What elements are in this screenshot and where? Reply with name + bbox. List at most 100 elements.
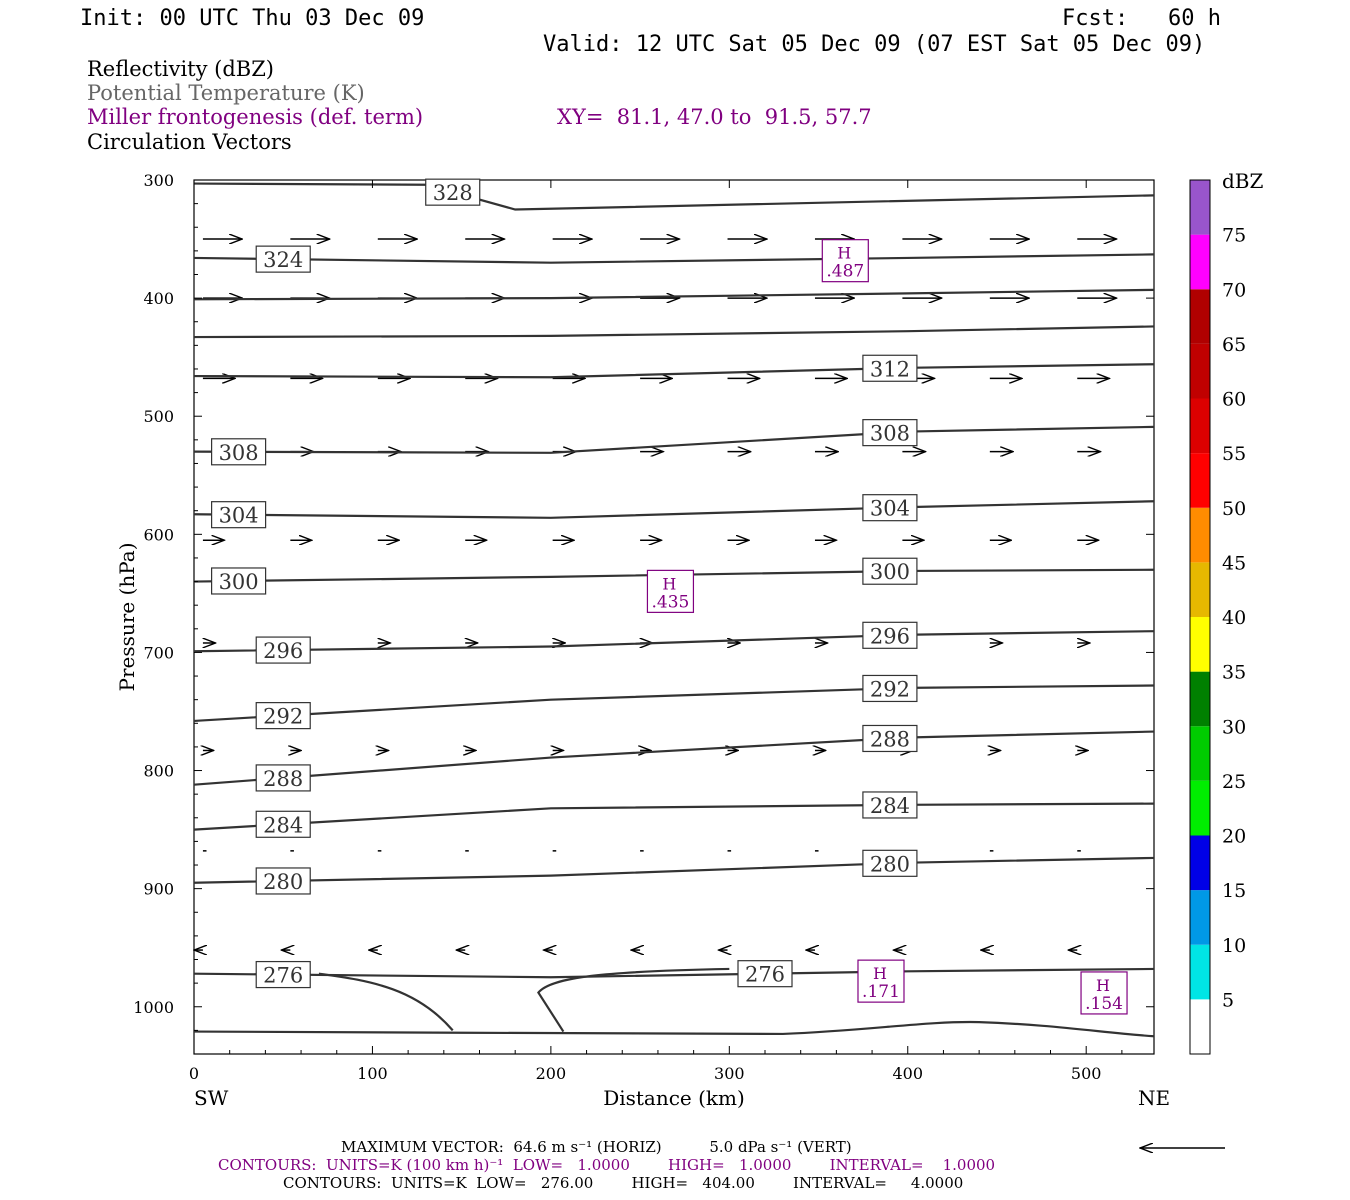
init-time: Init: 00 UTC Thu 03 Dec 09	[80, 6, 425, 31]
isentrope	[193, 730, 1155, 786]
isentrope-label: 276	[745, 963, 785, 987]
isentropes: 328 324 312 308 308 304 304 300 300 296 296 292 292 2…	[193, 178, 1155, 1038]
cross-section-endpoints: XY= 81.1, 47.0 to 91.5, 57.7	[557, 105, 872, 129]
field-theta: Potential Temperature (K)	[87, 81, 365, 105]
colorbar-label: 10	[1222, 935, 1246, 957]
x-tick-label: 500	[1071, 1064, 1102, 1083]
isentrope-label-box	[862, 419, 918, 447]
isentrope	[193, 967, 1155, 979]
x-tick-label: 400	[892, 1064, 923, 1083]
colorbar-label: 70	[1222, 279, 1246, 301]
isentrope-label-box	[862, 354, 918, 382]
colorbar-label: 65	[1222, 334, 1246, 356]
colorbar-unit: dBZ	[1222, 169, 1264, 193]
isentrope-label-box	[862, 849, 918, 877]
colorbar-segment	[1190, 180, 1210, 235]
isentrope	[193, 253, 1155, 264]
isentrope-fold	[318, 972, 454, 1032]
isentrope-label-box	[255, 636, 311, 664]
isentrope-label-box	[255, 960, 311, 989]
forecast-hour: Fcst: 60 h	[1062, 6, 1221, 31]
colorbar-label: 40	[1222, 607, 1246, 629]
frontogenesis-max-value: .154	[1085, 994, 1123, 1014]
colorbar-segment	[1190, 343, 1210, 399]
colorbar-segment	[1190, 835, 1210, 891]
theta-contour-note: CONTOURS: UNITS=K LOW= 276.00 HIGH= 404.…	[283, 1174, 964, 1192]
colorbar-segment	[1190, 562, 1210, 617]
isentrope-label-box	[255, 810, 311, 838]
isentrope	[193, 182, 1155, 211]
x-tick-label: 0	[189, 1064, 199, 1083]
frontogenesis-max-box	[646, 569, 695, 613]
isentrope	[193, 500, 1155, 519]
colorbar-label: 15	[1222, 880, 1246, 902]
isentrope-label-box	[255, 245, 311, 273]
y-tick-label: 400	[143, 289, 174, 308]
x-tick-label: 200	[536, 1064, 567, 1083]
isentrope-label-box	[255, 867, 311, 895]
axis-ticks: 0 100 200 300 400 500 300 400 500 600 700 800 900 100…	[133, 171, 1154, 1083]
isentrope-label: 308	[219, 441, 259, 465]
colorbar-segment	[1190, 726, 1210, 781]
isentrope	[193, 856, 1155, 884]
colorbar-segment	[1190, 234, 1210, 290]
isentrope-label: 324	[263, 248, 303, 272]
colorbar-segment	[1190, 398, 1210, 454]
isentrope-label: 296	[263, 639, 303, 663]
isentrope-label: 312	[870, 357, 910, 381]
colorbar-frame	[1189, 179, 1211, 1055]
isentrope	[193, 684, 1155, 723]
right-direction-label: NE	[1138, 1086, 1170, 1110]
colorbar-label: 25	[1222, 771, 1246, 793]
isentrope-label: 292	[870, 677, 910, 701]
colorbar-segment	[1190, 780, 1210, 836]
isentrope-surface	[193, 1020, 1155, 1038]
y-tick-label: 600	[143, 525, 174, 544]
isentrope-label-box	[737, 960, 793, 988]
colorbar-label: 30	[1222, 716, 1246, 738]
colorbar-segment	[1190, 671, 1210, 727]
valid-time: Valid: 12 UTC Sat 05 Dec 09 (07 EST Sat …	[543, 32, 1206, 57]
isentrope	[193, 325, 1155, 339]
colorbar-segment	[1190, 999, 1210, 1054]
colorbar-segment	[1190, 289, 1210, 344]
isentrope-label-box	[862, 621, 918, 649]
isentrope-label-box	[862, 494, 918, 522]
isentrope-label: 280	[870, 852, 910, 876]
isentrope-label: 308	[870, 422, 910, 446]
colorbar-label: 20	[1222, 826, 1246, 848]
colorbar-label: 35	[1222, 662, 1246, 684]
y-tick-label: 500	[143, 407, 174, 426]
colorbar-segment	[1190, 890, 1210, 945]
y-tick-label: 700	[143, 643, 174, 662]
colorbar-segment	[1190, 507, 1210, 563]
isentrope	[193, 802, 1155, 831]
frontogenesis-max-mark: H	[873, 964, 887, 983]
isentrope-label-box	[425, 178, 481, 206]
isentrope	[193, 288, 1155, 301]
isentrope-label-box	[862, 557, 918, 585]
isentrope-label-box	[255, 702, 311, 730]
colorbar-label: 5	[1222, 989, 1234, 1011]
isentrope-label-box	[862, 724, 918, 753]
isentrope-label-box	[211, 501, 267, 529]
frontogenesis-max-value: .435	[652, 592, 690, 612]
isentrope-label-box	[211, 567, 267, 595]
frontogenesis-max-mark: H	[662, 574, 676, 593]
frontogenesis-max-mark: H	[1096, 976, 1110, 995]
plot-frame	[193, 179, 1155, 1055]
colorbar-label: 50	[1222, 498, 1246, 520]
colorbar-label: 60	[1222, 389, 1246, 411]
isentrope	[193, 425, 1155, 454]
x-axis-label: Distance (km)	[603, 1086, 745, 1110]
isentrope-label-box	[211, 438, 267, 466]
frontogenesis-max-value: .171	[862, 982, 900, 1002]
colorbar-segment	[1190, 944, 1210, 1000]
x-tick-label: 300	[714, 1064, 745, 1083]
isentrope-label: 288	[263, 767, 303, 791]
max-vector-note: MAXIMUM VECTOR: 64.6 m s⁻¹ (HORIZ) 5.0 d…	[341, 1138, 852, 1156]
isentrope-label: 328	[433, 181, 473, 205]
y-tick-label: 800	[143, 762, 174, 781]
isentrope-label: 284	[870, 794, 910, 818]
